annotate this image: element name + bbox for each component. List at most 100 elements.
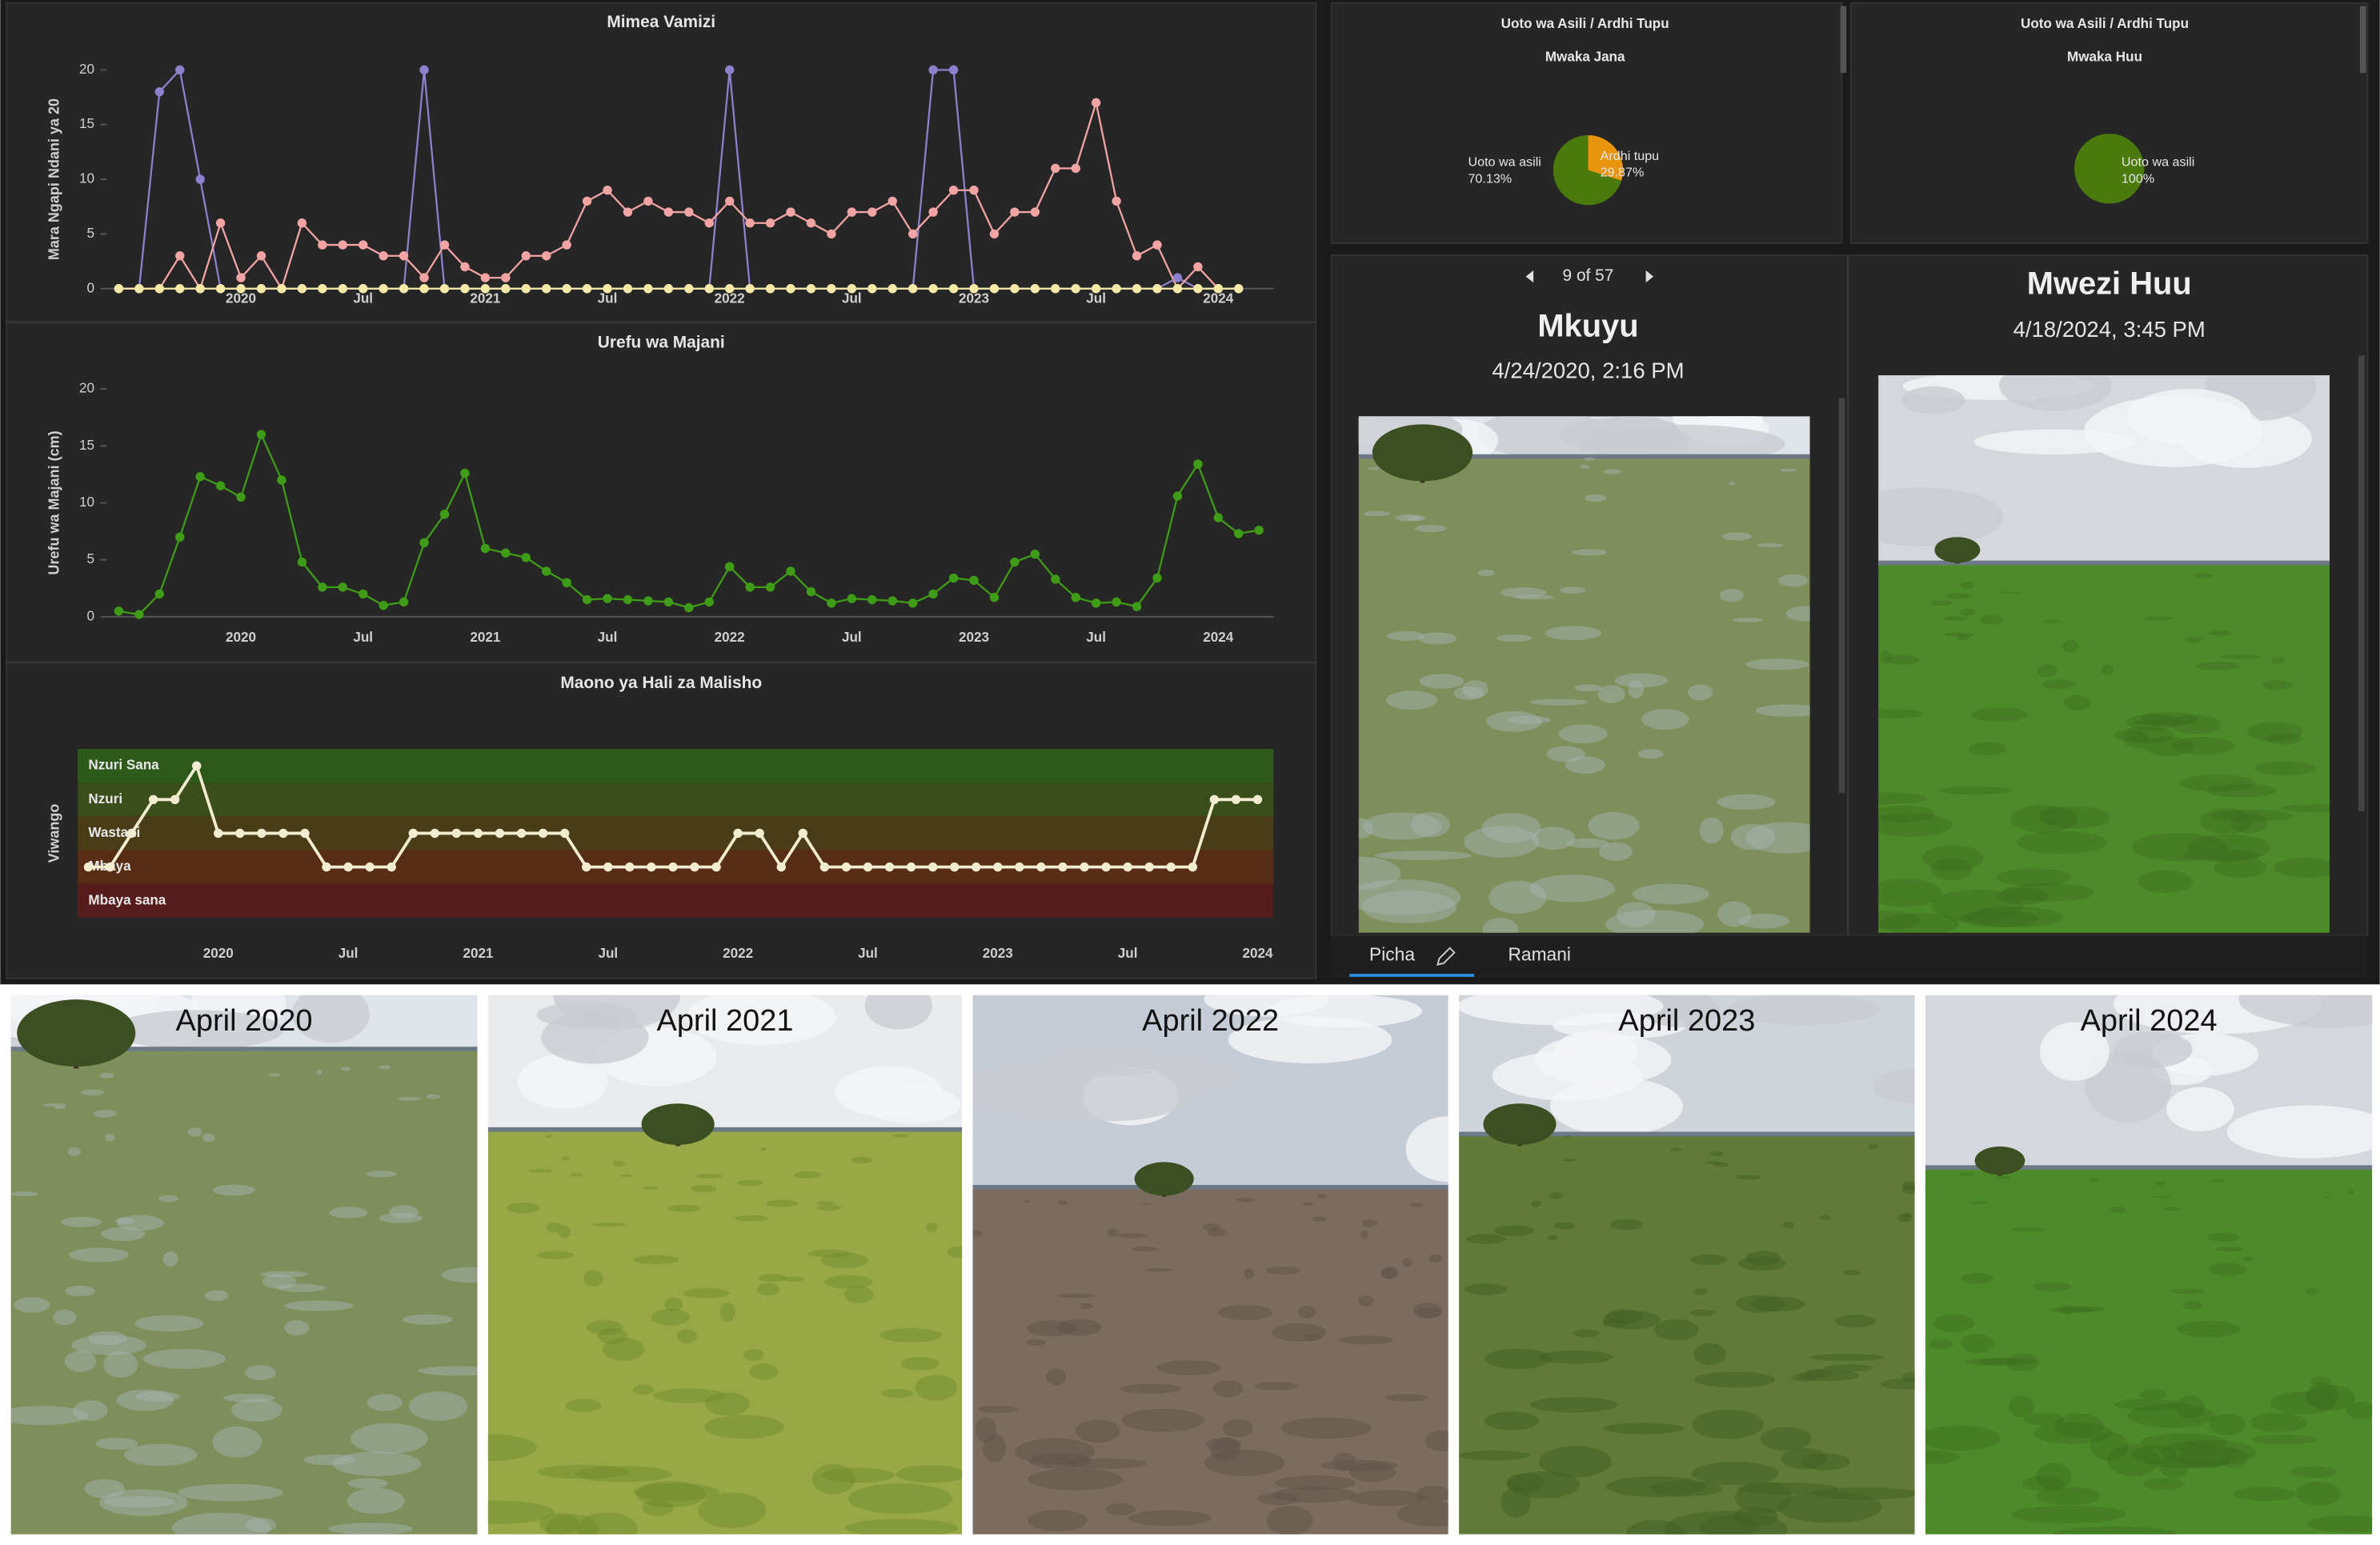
ground-patch	[1057, 1319, 1102, 1336]
tree-canopy	[17, 999, 136, 1067]
point	[623, 284, 633, 294]
point	[724, 196, 735, 206]
ground-patch	[743, 1349, 764, 1361]
ground-patch	[651, 1308, 690, 1326]
cloud	[1228, 1016, 1392, 1063]
next-button[interactable]	[1645, 270, 1654, 283]
point	[1030, 284, 1040, 294]
ground-patch	[1597, 685, 1625, 703]
point	[1213, 513, 1224, 522]
ground-patch	[267, 1073, 281, 1077]
ground-patch	[1280, 1417, 1372, 1439]
ground-patch	[2139, 1389, 2166, 1400]
cloud	[1725, 995, 1881, 1025]
point	[1010, 284, 1020, 294]
tab[interactable]: Ramani	[1508, 943, 1570, 964]
ground-patch	[1465, 1234, 1507, 1244]
scrollbar[interactable]	[2358, 355, 2365, 811]
ground-patch	[1573, 1329, 1600, 1338]
point	[1071, 592, 1080, 602]
point	[365, 862, 375, 872]
scrollbar[interactable]	[1838, 398, 1845, 794]
ground-patch	[1943, 615, 1967, 622]
ground-patch	[284, 1319, 310, 1335]
ground-patch	[1131, 1246, 1159, 1252]
ground-patch	[1777, 1491, 1882, 1523]
point	[256, 284, 266, 294]
tab[interactable]: Picha	[1369, 943, 1415, 964]
point	[643, 196, 653, 206]
cloud	[517, 1054, 608, 1110]
ground-patch	[1930, 858, 1973, 881]
point	[684, 207, 694, 217]
point	[1132, 284, 1142, 294]
point	[379, 600, 388, 610]
previous-button[interactable]	[1525, 270, 1534, 283]
scrollbar[interactable]	[2360, 6, 2366, 74]
point	[480, 543, 491, 554]
pie-slice	[1588, 134, 1624, 181]
point	[745, 284, 755, 294]
ground-patch	[98, 1489, 188, 1516]
ground-patch	[262, 1274, 297, 1289]
ground-patch	[575, 1466, 673, 1483]
photo	[487, 995, 963, 1535]
ground-patch	[116, 1389, 174, 1411]
point	[495, 828, 505, 839]
ground-patch	[158, 1195, 179, 1203]
point	[776, 862, 786, 872]
ground-patch	[586, 1319, 623, 1335]
ground-patch	[1302, 1202, 1314, 1206]
ground-patch	[2210, 1179, 2225, 1183]
ground-patch	[212, 1426, 262, 1458]
ground-patch	[1824, 1364, 1873, 1372]
ground-patch	[2142, 616, 2174, 621]
x-tick-label: Jul	[353, 630, 373, 645]
ground-patch	[1107, 1228, 1119, 1238]
ground-patch	[1605, 1476, 1706, 1498]
point	[582, 196, 592, 206]
ground-patch	[1057, 1293, 1096, 1299]
point	[887, 596, 897, 606]
x-tick-label: Jul	[598, 291, 618, 306]
edit-icon[interactable]	[1436, 947, 1456, 966]
ground-patch	[1780, 468, 1797, 472]
ground-patch	[2305, 1385, 2355, 1411]
y-axis-title: Mara Ngapi Ndani ya 20	[46, 98, 62, 260]
cloud	[1998, 374, 2112, 411]
point	[969, 575, 979, 586]
ground-patch	[1385, 690, 1438, 710]
ground-patch	[1705, 1161, 1723, 1165]
x-tick-label: 2023	[959, 291, 989, 306]
ground-patch	[653, 1388, 727, 1403]
y-tick-label: 20	[79, 62, 94, 77]
ground-patch	[2243, 1256, 2254, 1262]
ground-patch	[1901, 1185, 1915, 1194]
point	[175, 532, 185, 542]
ground-patch	[187, 1127, 202, 1137]
point	[724, 65, 735, 75]
ground-patch	[1693, 1287, 1709, 1295]
ground-patch	[2011, 1506, 2126, 1523]
ground-patch	[1605, 1309, 1644, 1324]
ground-patch	[10, 1406, 89, 1425]
ground-patch	[1120, 1383, 1181, 1394]
ground-patch	[2347, 1189, 2354, 1195]
ground-patch	[545, 1135, 553, 1139]
ground-patch	[2041, 806, 2110, 829]
point	[948, 573, 959, 583]
ground-patch	[977, 1405, 1018, 1413]
ground-patch	[2171, 1288, 2205, 1295]
scrollbar[interactable]	[1840, 6, 1847, 74]
ground-patch	[2006, 1353, 2040, 1372]
ground-patch	[683, 1287, 730, 1299]
ground-patch	[171, 1512, 271, 1535]
ground-patch	[1897, 1214, 1912, 1223]
ground-patch	[975, 1416, 997, 1443]
ground-patch	[1563, 1159, 1577, 1163]
y-tick-label: 10	[79, 494, 94, 510]
ground-patch	[642, 1499, 674, 1516]
cloud	[2040, 1022, 2110, 1081]
point	[1132, 602, 1142, 611]
photo	[1358, 416, 1810, 933]
